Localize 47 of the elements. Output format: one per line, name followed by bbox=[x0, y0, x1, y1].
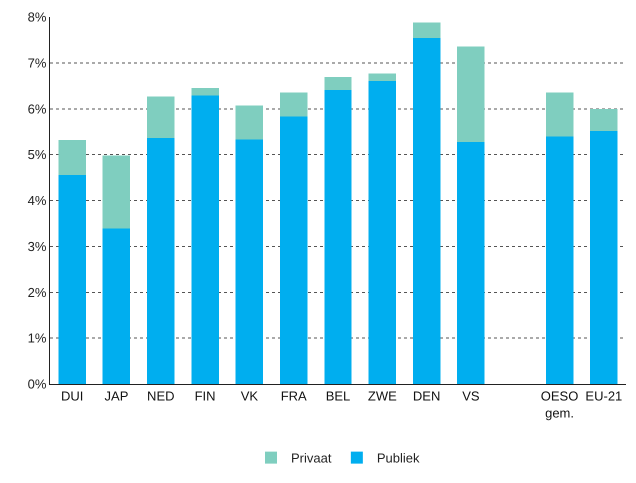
x-tick-label: FIN bbox=[194, 388, 216, 404]
y-tick-label: 3% bbox=[28, 238, 47, 254]
bar bbox=[102, 156, 130, 228]
bar bbox=[147, 96, 174, 138]
y-tick-label: 7% bbox=[28, 55, 47, 70]
bar bbox=[368, 80, 396, 384]
y-tick-label: 6% bbox=[28, 101, 47, 116]
x-tick-label: FRA bbox=[280, 388, 308, 404]
x-tick-label: VK bbox=[240, 388, 258, 404]
bar bbox=[102, 228, 130, 384]
bar bbox=[324, 77, 352, 90]
bar bbox=[590, 130, 618, 384]
x-tick-label: DEN bbox=[412, 388, 440, 404]
bar bbox=[546, 136, 574, 384]
legend-label: Privaat bbox=[291, 450, 332, 466]
y-tick-label: 8% bbox=[28, 10, 47, 25]
y-tick-label: 2% bbox=[28, 284, 47, 300]
bar bbox=[412, 38, 440, 384]
bar bbox=[58, 140, 86, 175]
bar bbox=[191, 95, 219, 384]
bar bbox=[412, 22, 440, 38]
bar bbox=[457, 142, 485, 384]
bar bbox=[58, 174, 86, 384]
x-tick-label: NED bbox=[147, 388, 174, 404]
x-tick-label: VS bbox=[462, 388, 480, 404]
bar bbox=[457, 46, 485, 142]
x-tick-label: EU-21 bbox=[585, 388, 622, 404]
bar bbox=[546, 92, 574, 136]
bar bbox=[147, 138, 174, 384]
bar bbox=[590, 109, 618, 131]
y-tick-label: 0% bbox=[28, 376, 47, 392]
bar bbox=[191, 88, 219, 96]
bar bbox=[280, 92, 308, 117]
legend-label: Publiek bbox=[376, 450, 420, 466]
x-tick-label: ZWE bbox=[368, 388, 398, 404]
x-tick-label: DUI bbox=[60, 388, 84, 404]
bar bbox=[280, 116, 308, 384]
y-tick-label: 1% bbox=[28, 330, 47, 346]
y-tick-label: 4% bbox=[28, 193, 47, 208]
bar bbox=[368, 73, 396, 81]
x-tick-label: BEL bbox=[326, 388, 350, 404]
y-tick-label: 5% bbox=[28, 147, 47, 162]
bar bbox=[236, 139, 264, 384]
x-tick-label: OESO gem. bbox=[540, 388, 578, 420]
x-tick-label: JAP bbox=[104, 388, 128, 404]
bar bbox=[236, 106, 264, 140]
bar bbox=[324, 90, 352, 384]
